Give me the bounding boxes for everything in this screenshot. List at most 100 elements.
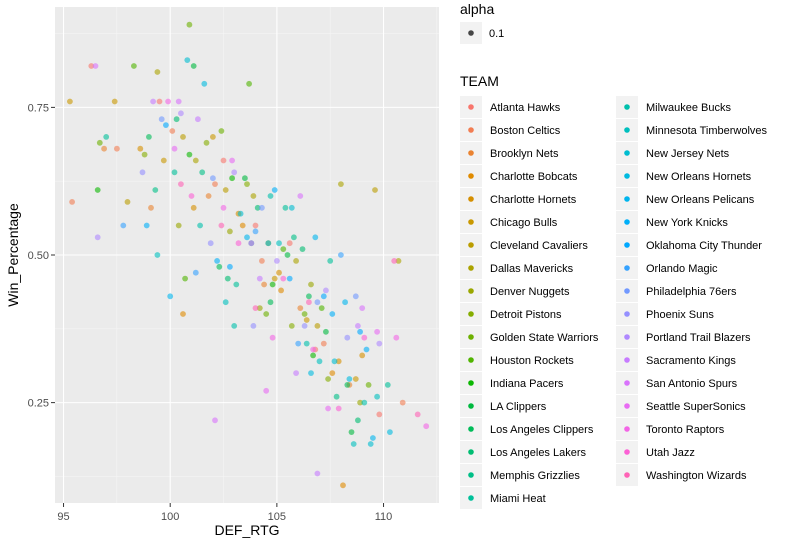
legend-team-swatch (468, 334, 474, 340)
data-point (414, 411, 421, 418)
legend-team-label: LA Clippers (490, 401, 547, 413)
legend-team-label: New Orleans Hornets (646, 171, 752, 183)
data-point (286, 275, 293, 282)
legend-team-label: Brooklyn Nets (490, 148, 559, 160)
legend-alpha: alpha 0.1 (460, 1, 504, 44)
legend-team-label: Atlanta Hawks (490, 102, 561, 114)
legend-team-swatch (624, 150, 630, 156)
data-point (237, 210, 244, 217)
legend-team-label: Miami Heat (490, 493, 546, 505)
legend-team-swatch (468, 219, 474, 225)
legend-team-swatch (624, 311, 630, 317)
legend-team-label: Toronto Raptors (646, 424, 725, 436)
data-point (252, 222, 259, 229)
legend-team-swatch (468, 380, 474, 386)
data-point (244, 181, 250, 188)
data-point (235, 240, 242, 247)
data-point (372, 187, 378, 193)
data-point (323, 287, 329, 294)
data-point (190, 63, 197, 69)
legend-team-swatch (624, 426, 630, 432)
data-point (214, 258, 221, 264)
data-point (180, 134, 186, 140)
data-point (218, 128, 225, 134)
data-point (276, 240, 282, 247)
legend-team-label: Cleveland Cavaliers (490, 240, 588, 252)
legend-team-label: Boston Celtics (490, 125, 561, 137)
data-point (207, 240, 214, 247)
data-point (111, 98, 118, 105)
legend-alpha-label: 0.1 (489, 28, 504, 40)
y-axis-title: Win_Percentage (5, 203, 21, 307)
data-point (320, 340, 327, 347)
legend-team-label: Los Angeles Lakers (490, 447, 587, 459)
data-point (252, 305, 259, 311)
legend-team-swatch (624, 196, 630, 202)
data-point (399, 399, 406, 406)
data-point (267, 193, 274, 199)
data-point (297, 305, 304, 311)
x-tick-label: 100 (161, 511, 179, 523)
data-point (178, 110, 184, 117)
data-point (333, 393, 340, 400)
data-point (340, 482, 346, 489)
y-axis: 0.25 0.50 0.75 (28, 102, 55, 410)
legend-team-swatch (468, 426, 474, 432)
data-point (338, 181, 344, 188)
data-point (184, 57, 191, 63)
data-point (199, 169, 206, 176)
legend-team-swatch (624, 104, 630, 110)
data-point (335, 405, 342, 412)
data-point (301, 323, 308, 329)
data-point (325, 376, 331, 382)
legend-alpha-dot (468, 30, 474, 36)
legend-team-label: Los Angeles Clippers (490, 424, 594, 436)
data-point (141, 151, 148, 158)
data-point (395, 258, 402, 264)
y-tick-label: 0.75 (28, 102, 49, 114)
legend-team-swatch (468, 495, 474, 501)
data-point (259, 258, 265, 264)
legend-team: TEAM Atlanta Hawks Boston Celtics Brooklyn… (460, 73, 768, 509)
data-point (165, 98, 172, 105)
data-point (316, 358, 323, 365)
legend-team-swatch (468, 265, 474, 271)
data-point (391, 258, 398, 264)
data-point (303, 340, 310, 347)
data-point (94, 234, 101, 241)
legend-team-swatch (624, 403, 630, 409)
data-point (231, 169, 238, 176)
legend-team-label: New Orleans Pelicans (646, 194, 755, 206)
data-point (195, 116, 201, 123)
legend-team-label: Philadelphia 76ers (646, 286, 737, 298)
legend-team-swatch (468, 127, 474, 133)
data-point (96, 139, 103, 146)
data-point (150, 98, 157, 105)
legend-team-label: Charlotte Hornets (490, 194, 577, 206)
data-point (137, 145, 144, 152)
legend-team-swatch (624, 472, 630, 478)
data-point (344, 334, 351, 341)
legend-team-swatch (468, 104, 474, 110)
data-point (88, 63, 95, 69)
data-point (160, 157, 167, 164)
data-point (361, 399, 368, 406)
legend-team-label: Orlando Magic (646, 263, 718, 275)
data-point (344, 382, 351, 388)
data-point (114, 145, 120, 152)
data-point (288, 323, 295, 329)
data-point (246, 80, 253, 87)
legend-team-label: Denver Nuggets (490, 286, 570, 298)
data-point (154, 252, 161, 258)
legend-team-label: New York Knicks (646, 217, 728, 229)
data-point (205, 193, 212, 199)
data-point (139, 169, 146, 176)
data-point (393, 334, 400, 341)
legend-team-swatch (468, 403, 474, 409)
data-points (67, 21, 430, 489)
data-point (280, 275, 287, 282)
legend-team-swatch (468, 288, 474, 294)
data-point (278, 287, 284, 294)
data-point (224, 275, 231, 282)
